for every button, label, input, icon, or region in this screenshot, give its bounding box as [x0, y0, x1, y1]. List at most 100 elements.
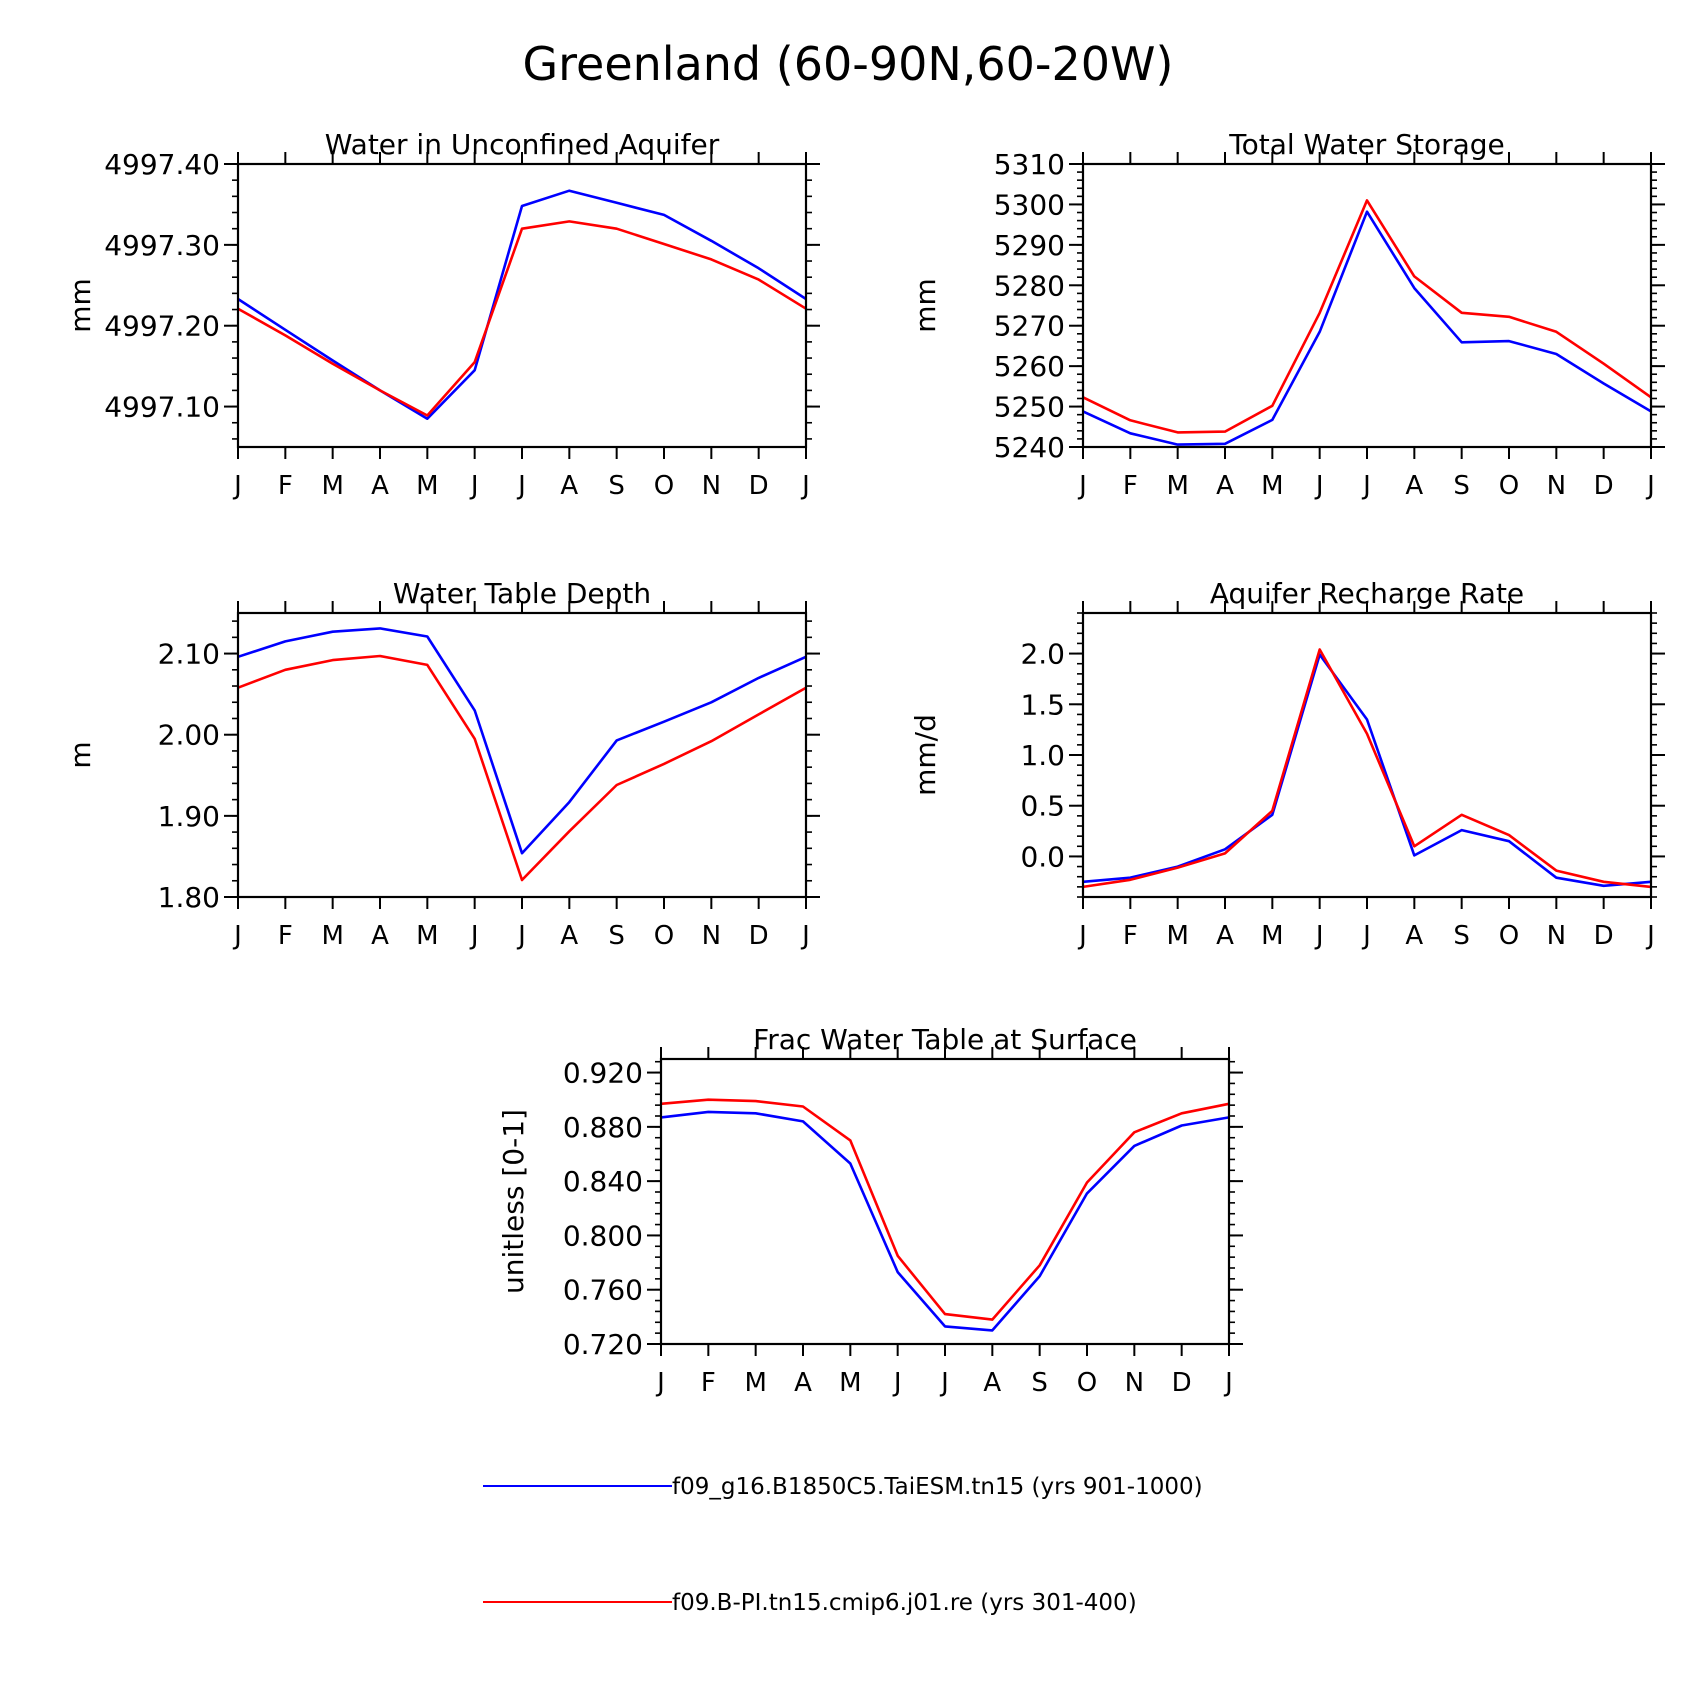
y-tick-label: 4997.20 [104, 310, 220, 343]
x-tick-label: S [608, 471, 625, 501]
plot-frame [1081, 162, 1653, 449]
x-tick-label: M [1166, 921, 1188, 951]
legend-label-series2: f09.B-PI.tn15.cmip6.j01.re (yrs 301-400) [672, 1590, 1137, 1616]
y-tick-label: 5310 [994, 148, 1065, 181]
x-tick-label: O [1077, 1368, 1097, 1398]
x-tick-label: N [1547, 921, 1566, 951]
y-axis-label: m [64, 741, 97, 768]
x-tick-label: J [1645, 921, 1655, 951]
x-tick-label: S [1031, 1368, 1048, 1398]
x-tick-label: A [371, 471, 389, 501]
x-tick-label: J [939, 1368, 949, 1398]
x-tick-label: J [655, 1368, 665, 1398]
x-tick-label: J [1077, 471, 1087, 501]
y-tick-label: 2.0 [1020, 638, 1065, 671]
x-tick-label: M [1261, 471, 1283, 501]
x-tick-label: J [1077, 921, 1087, 951]
x-tick-label: A [371, 921, 389, 951]
y-tick-label: 5280 [994, 269, 1065, 302]
y-tick-label: 4997.30 [104, 229, 220, 262]
x-tick-label: M [416, 921, 438, 951]
x-tick-label: J [516, 471, 526, 501]
y-tick-label: 2.00 [158, 719, 220, 752]
x-tick-label: S [608, 921, 625, 951]
y-tick-label: 5290 [994, 229, 1065, 262]
y-tick-label: 5270 [994, 310, 1065, 343]
x-tick-label: F [278, 471, 293, 501]
y-tick-label: 0.800 [563, 1219, 643, 1252]
y-tick-label: 5250 [994, 391, 1065, 424]
x-tick-label: M [1261, 921, 1283, 951]
x-tick-label: M [416, 471, 438, 501]
x-tick-label: O [1499, 921, 1519, 951]
x-tick-label: J [800, 921, 810, 951]
series-line-1 [237, 189, 807, 420]
y-axis-label: mm [64, 278, 97, 333]
x-tick-label: D [1594, 921, 1614, 951]
y-tick-label: 0.880 [563, 1111, 643, 1144]
series-line-1 [1082, 653, 1652, 888]
x-tick-label: A [1216, 471, 1234, 501]
series-line-2 [1082, 199, 1652, 434]
y-tick-label: 0.0 [1020, 840, 1065, 873]
x-tick-label: O [654, 471, 674, 501]
y-tick-label: 1.80 [158, 881, 220, 914]
x-tick-label: S [1453, 471, 1470, 501]
y-tick-label: 4997.40 [104, 148, 220, 181]
x-tick-label: D [1594, 471, 1614, 501]
x-tick-label: S [1453, 921, 1470, 951]
series-line-2 [237, 654, 807, 882]
y-tick-label: 5260 [994, 350, 1065, 383]
x-tick-label: M [321, 471, 343, 501]
x-tick-label: J [1361, 471, 1371, 501]
x-tick-label: J [469, 471, 479, 501]
y-tick-label: 5240 [994, 431, 1065, 464]
x-tick-label: J [800, 471, 810, 501]
x-tick-label: A [560, 921, 578, 951]
x-tick-label: D [749, 921, 769, 951]
legend: f09_g16.B1850C5.TaiESM.tn15 (yrs 901-100… [483, 1474, 1203, 1616]
y-tick-label: 0.760 [563, 1274, 643, 1307]
y-tick-label: 5300 [994, 188, 1065, 221]
y-tick-label: 4997.10 [104, 391, 220, 424]
x-tick-label: J [1645, 471, 1655, 501]
x-tick-label: F [1123, 921, 1138, 951]
y-axis-label: mm/d [909, 714, 942, 796]
x-tick-label: A [1405, 921, 1423, 951]
x-tick-label: A [794, 1368, 812, 1398]
x-tick-label: A [1405, 471, 1423, 501]
x-tick-label: O [654, 921, 674, 951]
x-tick-label: J [892, 1368, 902, 1398]
y-tick-label: 0.720 [563, 1328, 643, 1361]
series-line-2 [660, 1098, 1230, 1321]
x-tick-label: F [1123, 471, 1138, 501]
x-tick-label: A [983, 1368, 1001, 1398]
x-tick-label: J [1314, 471, 1324, 501]
x-tick-label: N [1125, 1368, 1144, 1398]
x-tick-label: J [232, 471, 242, 501]
y-tick-label: 0.840 [563, 1165, 643, 1198]
legend-label-series1: f09_g16.B1850C5.TaiESM.tn15 (yrs 901-100… [672, 1474, 1203, 1500]
y-tick-label: 2.10 [158, 638, 220, 671]
x-tick-label: M [321, 921, 343, 951]
y-tick-label: 1.0 [1020, 739, 1065, 772]
x-tick-label: M [839, 1368, 861, 1398]
x-tick-label: M [744, 1368, 766, 1398]
y-tick-label: 0.920 [563, 1057, 643, 1090]
x-tick-label: M [1166, 471, 1188, 501]
x-tick-label: J [1361, 921, 1371, 951]
y-axis-label: mm [909, 278, 942, 333]
x-tick-label: F [278, 921, 293, 951]
series-line-1 [1082, 210, 1652, 446]
figure-title: Greenland (60-90N,60-20W) [523, 37, 1174, 91]
x-tick-label: J [469, 921, 479, 951]
x-tick-label: D [1172, 1368, 1192, 1398]
x-tick-label: A [560, 471, 578, 501]
